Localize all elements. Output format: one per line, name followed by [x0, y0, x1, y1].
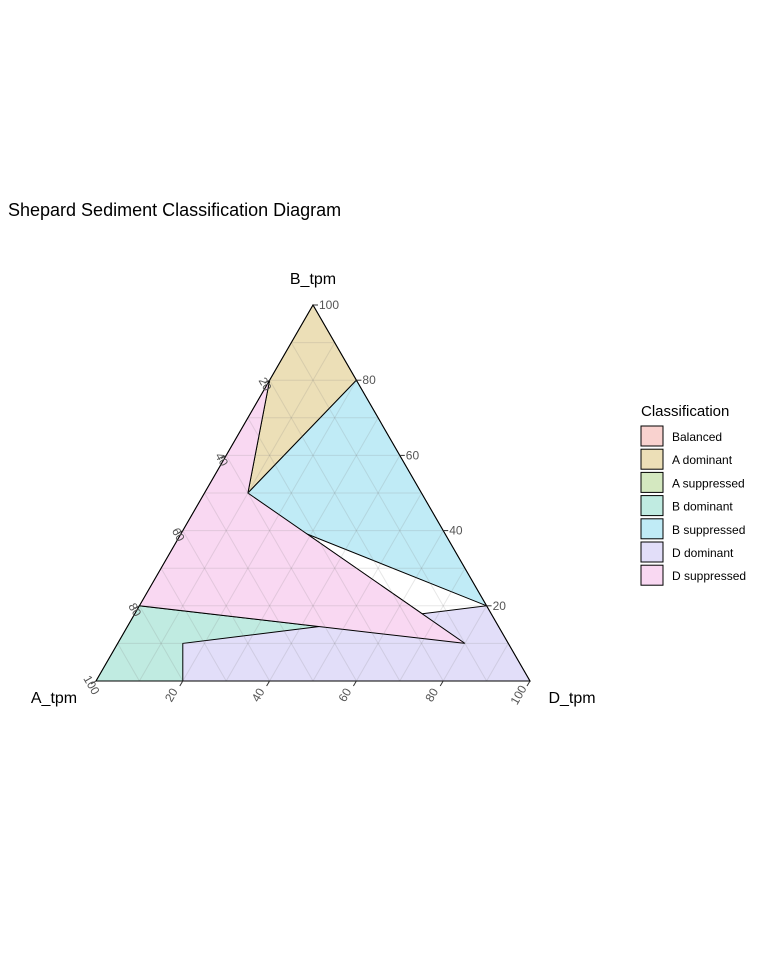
triangle-outline — [95, 303, 531, 682]
grid-line — [486, 643, 509, 682]
tick-label-d: 40 — [249, 685, 268, 704]
grid-line — [225, 455, 357, 682]
tick-label-d: 60 — [336, 685, 355, 704]
grid-line — [138, 342, 336, 682]
tick-label-b: 20 — [493, 599, 507, 613]
axis-title-left: A_tpm — [31, 690, 77, 707]
tick-a — [134, 605, 140, 610]
grid-line — [399, 567, 466, 682]
grid-line — [117, 643, 140, 682]
tick-label-a: 60 — [169, 525, 188, 544]
grid-line — [160, 567, 227, 682]
triangle-frame — [95, 303, 531, 682]
tick-label-a: 20 — [256, 375, 275, 394]
grid-line — [204, 492, 314, 682]
legend-label-b-suppressed: B suppressed — [672, 523, 745, 537]
grid-layer — [117, 342, 509, 682]
legend-label-a-suppressed: A suppressed — [672, 476, 745, 490]
legend-label-b-dominant: B dominant — [672, 500, 733, 514]
chart-title: Shepard Sediment Classification Diagram — [8, 200, 342, 220]
legend-swatch-b-suppressed — [640, 518, 664, 540]
grid-line — [442, 605, 488, 682]
tick-d — [526, 680, 531, 687]
tick-d — [439, 680, 444, 687]
legend-swatch-a-dominant — [640, 448, 664, 470]
tick-label-b: 100 — [319, 298, 339, 312]
tick-a — [177, 530, 184, 535]
tick-d — [266, 680, 271, 687]
legend-swatch-b-dominant — [640, 495, 664, 517]
grid-line — [247, 417, 401, 682]
legend-title: Classification — [641, 403, 729, 420]
legend-swatch-d-dominant — [640, 541, 664, 563]
grid-line — [312, 492, 422, 682]
legend-swatch-balanced — [640, 425, 664, 447]
tick-label-d: 20 — [162, 685, 181, 704]
grid-line — [182, 379, 357, 682]
legend: Classification Balanced A dominant A suppr… — [640, 403, 746, 586]
legend-swatch-a-suppressed — [640, 471, 664, 493]
grid-line — [290, 342, 488, 682]
grid-line — [182, 530, 271, 682]
grid-line — [355, 530, 444, 682]
tick-label-b: 80 — [362, 373, 376, 387]
tick-a — [90, 680, 97, 685]
grid-line — [138, 605, 184, 682]
legend-swatch-d-suppressed — [640, 564, 664, 586]
tick-label-b: 60 — [406, 448, 420, 462]
tick-d — [179, 680, 184, 687]
legend-label-d-suppressed: D suppressed — [672, 569, 746, 583]
tick-label-d: 80 — [422, 685, 441, 704]
axis-title-top: B_tpm — [290, 271, 336, 288]
grid-line — [225, 417, 379, 682]
grid-line — [269, 455, 401, 682]
tick-label-a: 80 — [125, 601, 144, 620]
tick-label-b: 40 — [449, 524, 463, 538]
axis-title-right: D_tpm — [548, 690, 595, 707]
tick-label-d: 100 — [507, 683, 529, 708]
grid-line — [269, 379, 444, 682]
tick-a — [220, 454, 227, 459]
legend-label-a-dominant: A dominant — [672, 453, 733, 467]
tick-d — [352, 680, 357, 687]
legend-label-d-dominant: D dominant — [672, 546, 734, 560]
tick-label-a: 40 — [212, 450, 231, 469]
region-layer — [95, 303, 531, 682]
tick-a — [264, 379, 270, 384]
legend-label-balanced: Balanced — [672, 430, 722, 444]
